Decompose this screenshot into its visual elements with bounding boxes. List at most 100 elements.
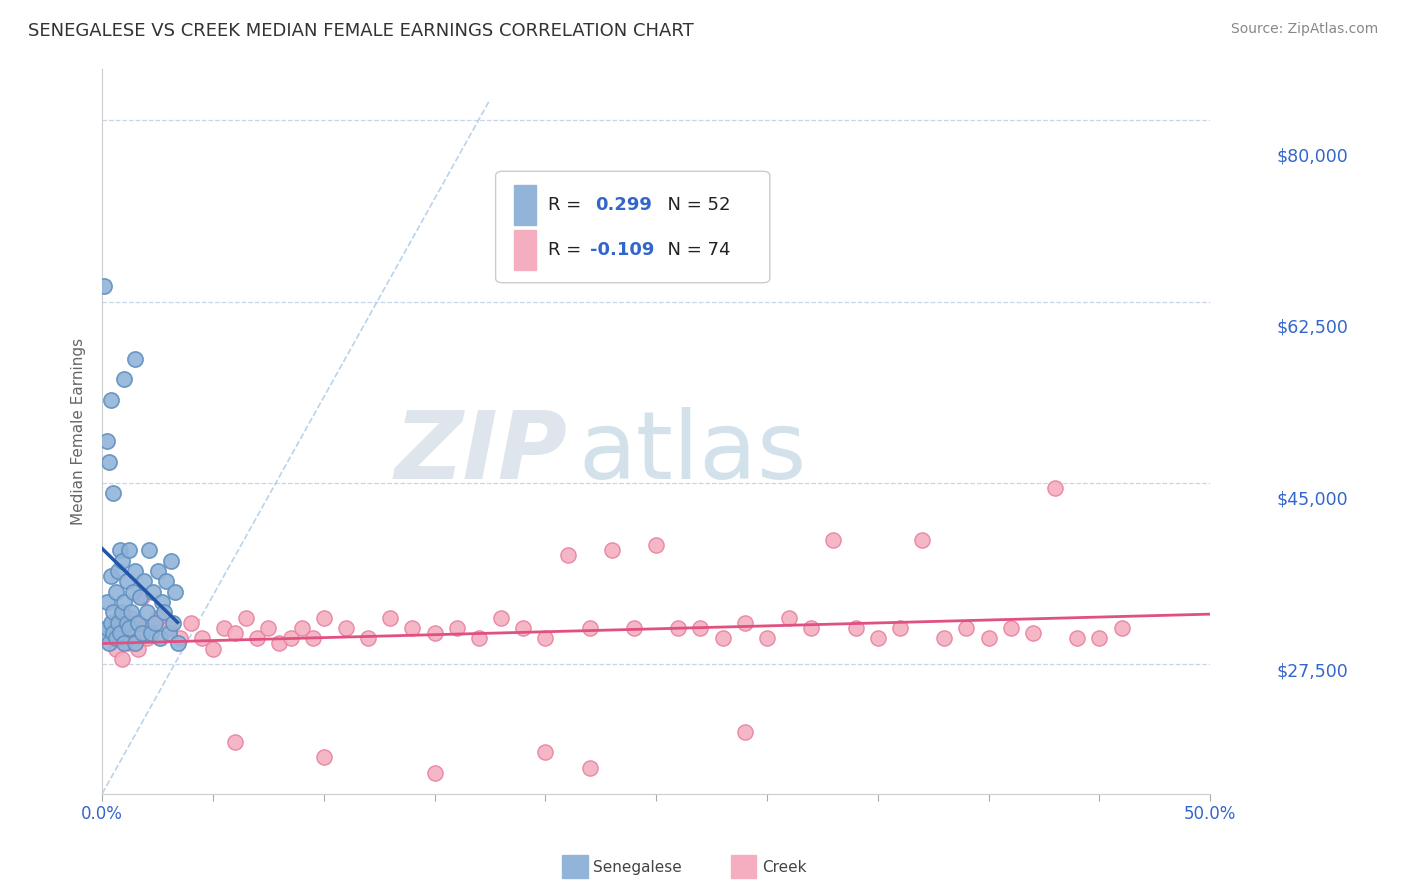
Point xyxy=(1111,621,1133,635)
Point xyxy=(557,549,579,563)
Point xyxy=(146,610,169,624)
Point xyxy=(124,636,146,650)
Point xyxy=(142,584,165,599)
Point xyxy=(96,595,118,609)
Text: Creek: Creek xyxy=(762,860,807,874)
Point xyxy=(115,615,138,630)
Point xyxy=(201,641,224,656)
Point xyxy=(139,626,162,640)
Point xyxy=(335,621,357,635)
Text: Senegalese: Senegalese xyxy=(593,860,682,874)
Point xyxy=(112,372,135,386)
Point xyxy=(122,632,145,646)
Point xyxy=(160,553,183,567)
Point xyxy=(312,750,335,764)
Point xyxy=(135,606,157,620)
Point xyxy=(1022,626,1045,640)
Text: $45,000: $45,000 xyxy=(1277,491,1348,508)
Point xyxy=(134,574,156,589)
Point xyxy=(107,564,129,578)
Point xyxy=(534,632,557,646)
Point xyxy=(191,632,214,646)
Point xyxy=(122,584,145,599)
Point xyxy=(756,632,779,646)
Point xyxy=(711,632,734,646)
Point xyxy=(111,553,134,567)
Text: R =: R = xyxy=(548,196,592,214)
Point xyxy=(108,610,131,624)
Point xyxy=(645,538,668,552)
Point xyxy=(446,621,468,635)
Point xyxy=(166,636,188,650)
Point xyxy=(578,621,600,635)
Point xyxy=(100,569,122,583)
Text: -0.109: -0.109 xyxy=(591,241,654,259)
Point xyxy=(845,621,868,635)
Point xyxy=(104,584,127,599)
Point xyxy=(103,621,125,635)
Point xyxy=(157,621,180,635)
Point xyxy=(134,621,156,635)
Point xyxy=(600,543,623,558)
Text: $80,000: $80,000 xyxy=(1277,147,1348,165)
Point xyxy=(800,621,823,635)
Point xyxy=(301,632,323,646)
Point xyxy=(169,632,191,646)
Point xyxy=(489,610,512,624)
Point xyxy=(107,632,129,646)
Point xyxy=(100,615,122,630)
Point xyxy=(127,615,149,630)
Point xyxy=(823,533,845,547)
Text: Source: ZipAtlas.com: Source: ZipAtlas.com xyxy=(1230,22,1378,37)
Point xyxy=(103,486,125,500)
Point xyxy=(103,606,125,620)
Point xyxy=(423,626,446,640)
Point xyxy=(118,621,141,635)
Point xyxy=(512,621,534,635)
Point xyxy=(111,606,134,620)
Point xyxy=(108,543,131,558)
Point xyxy=(578,761,600,775)
Point xyxy=(145,615,167,630)
Point xyxy=(153,606,176,620)
Point xyxy=(115,574,138,589)
Point xyxy=(689,621,711,635)
Point xyxy=(380,610,402,624)
Point xyxy=(157,626,180,640)
Point xyxy=(124,564,146,578)
Point xyxy=(212,621,235,635)
Point xyxy=(131,626,153,640)
Point xyxy=(534,745,557,759)
Point xyxy=(112,636,135,650)
Point xyxy=(468,632,491,646)
Point xyxy=(118,543,141,558)
Text: $27,500: $27,500 xyxy=(1277,662,1348,681)
Point xyxy=(623,621,645,635)
Point xyxy=(108,626,131,640)
Text: ZIP: ZIP xyxy=(395,407,568,499)
Point xyxy=(96,434,118,449)
Point xyxy=(955,621,977,635)
Point xyxy=(135,632,157,646)
Y-axis label: Median Female Earnings: Median Female Earnings xyxy=(72,337,86,524)
Point xyxy=(257,621,280,635)
Point xyxy=(778,610,800,624)
Text: N = 52: N = 52 xyxy=(655,196,730,214)
Point xyxy=(734,724,756,739)
Point xyxy=(280,632,302,646)
Point xyxy=(104,641,127,656)
Point xyxy=(112,595,135,609)
Point xyxy=(112,621,135,635)
Point xyxy=(138,543,160,558)
Point xyxy=(1043,481,1066,495)
Point xyxy=(235,610,257,624)
Point xyxy=(357,632,380,646)
Point xyxy=(1066,632,1088,646)
Point xyxy=(224,735,246,749)
Point xyxy=(100,392,122,407)
Point xyxy=(155,574,177,589)
Point xyxy=(666,621,689,635)
Point xyxy=(866,632,889,646)
Point xyxy=(165,584,187,599)
Point xyxy=(180,615,202,630)
